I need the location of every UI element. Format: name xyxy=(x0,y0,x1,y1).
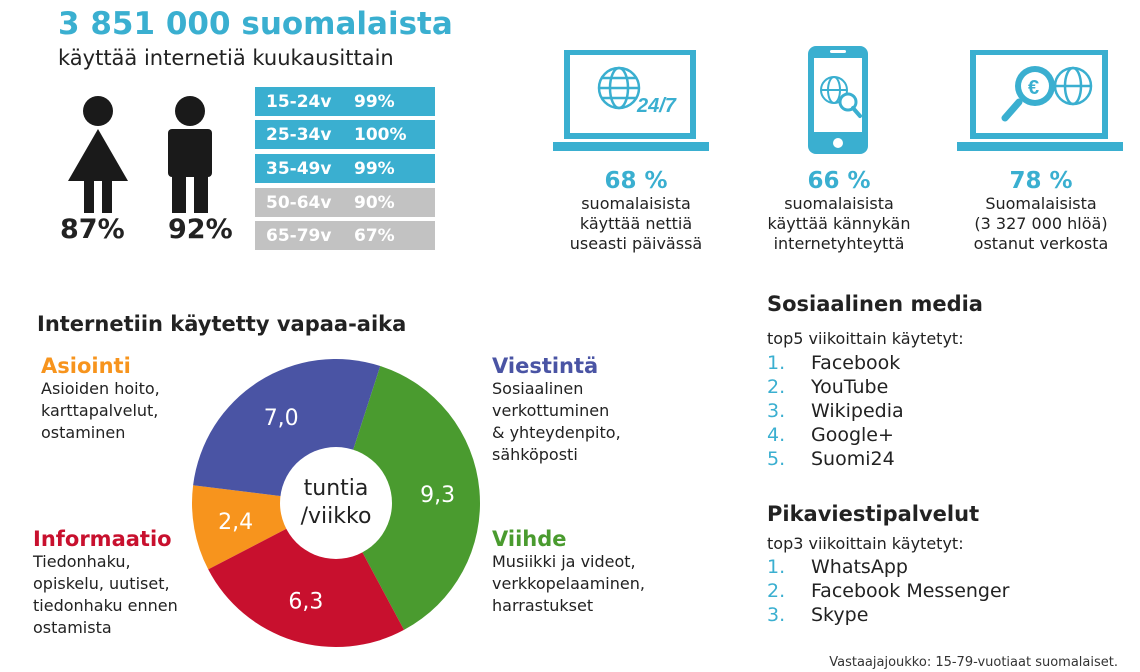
stat-block: 66 % suomalaisista käyttää kännykän interne… xyxy=(739,168,939,254)
social-list: 1. Facebook 2. YouTube 3. Wikipedia 4. Google+ 5… xyxy=(767,351,904,471)
donut-hole xyxy=(280,447,392,559)
list-name: Google+ xyxy=(811,424,894,446)
age-label: 65-79v xyxy=(266,225,332,246)
messaging-list: 1. WhatsApp 2. Facebook Messenger 3. Skype xyxy=(767,555,1010,627)
social-subtitle: top5 viikoittain käytetyt: xyxy=(767,329,964,348)
age-row: 65-79v 67% xyxy=(255,221,435,250)
list-name: Suomi24 xyxy=(811,448,895,470)
stat-text-line: ostanut verkosta xyxy=(973,234,1109,253)
stat-text-line: suomalaisista xyxy=(581,194,691,213)
list-number: 2. xyxy=(767,580,786,602)
list-item: 1. Facebook xyxy=(767,351,904,375)
age-value: 99% xyxy=(354,158,395,179)
female-figure-icon xyxy=(68,96,128,213)
list-number: 3. xyxy=(767,604,786,626)
age-label: 15-24v xyxy=(266,91,332,112)
list-name: Wikipedia xyxy=(811,400,904,422)
category-desc: Musiikki ja videot, verkkopelaaminen, ha… xyxy=(492,552,645,615)
stat-text-line: internetyhteyttä xyxy=(773,234,905,253)
messaging-subtitle: top3 viikoittain käytetyt: xyxy=(767,534,964,553)
leisure-title: Internetiin käytetty vapaa-aika xyxy=(37,312,407,336)
list-name: Facebook Messenger xyxy=(811,580,1010,602)
category-desc: Asioiden hoito, karttapalvelut, ostamine… xyxy=(41,379,160,442)
donut-slice-viihde xyxy=(336,365,480,630)
category-asiointi: Asiointi Asioiden hoito, karttapalvelut,… xyxy=(41,354,160,444)
age-row: 15-24v 99% xyxy=(255,87,435,116)
list-number: 3. xyxy=(767,400,786,422)
category-informaatio: Informaatio Tiedonhaku, opiskelu, uutise… xyxy=(33,527,178,639)
donut-value-label: 7,0 xyxy=(264,406,299,431)
headline: 3 851 000 suomalaista xyxy=(58,6,453,42)
category-desc: Tiedonhaku, opiskelu, uutiset, tiedonhak… xyxy=(33,552,178,637)
list-number: 1. xyxy=(767,556,786,578)
donut-center-line1: tuntia xyxy=(304,476,369,501)
donut-value-label: 6,3 xyxy=(288,589,323,614)
list-item: 1. WhatsApp xyxy=(767,555,1010,579)
social-title: Sosiaalinen media xyxy=(767,292,983,316)
list-name: Facebook xyxy=(811,352,901,374)
icon-text-24-7: 24/7 xyxy=(636,95,677,117)
stat-text-line: käyttää nettiä xyxy=(579,214,693,233)
stat-text-line: useasti päivässä xyxy=(569,234,703,253)
age-label: 35-49v xyxy=(266,158,332,179)
list-number: 4. xyxy=(767,424,786,446)
list-number: 2. xyxy=(767,376,786,398)
age-label: 50-64v xyxy=(266,192,332,213)
list-item: 3. Wikipedia xyxy=(767,399,904,423)
category-title: Informaatio xyxy=(33,527,172,551)
category-title: Asiointi xyxy=(41,354,131,378)
category-viestinta: Viestintä Sosiaalinen verkottuminen & yh… xyxy=(492,354,621,466)
list-name: Skype xyxy=(811,604,869,626)
age-value: 67% xyxy=(354,225,395,246)
stat-text-line: (3 327 000 hlöä) xyxy=(974,214,1108,233)
stat-text-line: suomalaisista xyxy=(784,194,894,213)
donut-value-label: 2,4 xyxy=(218,510,253,535)
category-viihde: Viihde Musiikki ja videot, verkkopelaami… xyxy=(492,527,645,617)
age-value: 100% xyxy=(354,124,407,145)
list-number: 5. xyxy=(767,448,786,470)
stat-block: 68 % suomalaisista käyttää nettiä useasti p… xyxy=(536,168,736,254)
female-pct: 87% xyxy=(60,214,125,245)
age-row: 35-49v 99% xyxy=(255,154,435,183)
list-number: 1. xyxy=(767,352,786,374)
stat-pct: 68 % xyxy=(604,168,668,194)
age-row: 50-64v 90% xyxy=(255,188,435,217)
list-name: YouTube xyxy=(811,376,889,398)
svg-text:€: € xyxy=(1028,77,1039,99)
category-title: Viestintä xyxy=(492,354,599,378)
male-figure-icon xyxy=(168,96,212,213)
male-pct: 92% xyxy=(168,214,233,245)
donut-value-label: 9,3 xyxy=(420,483,455,508)
stat-text-line: Suomalaisista xyxy=(985,194,1097,213)
donut-center-line2: /viikko xyxy=(301,504,372,529)
age-label: 25-34v xyxy=(266,124,332,145)
age-value: 99% xyxy=(354,91,395,112)
list-item: 2. YouTube xyxy=(767,375,904,399)
stat-block: 78 % Suomalaisista (3 327 000 hlöä) ostanut… xyxy=(941,168,1140,254)
list-item: 4. Google+ xyxy=(767,423,904,447)
stat-text-line: käyttää kännykän xyxy=(767,214,911,233)
laptop-globe-24-7-icon: 24/7 xyxy=(553,50,709,151)
leisure-donut-chart: tuntia /viikko 2,4 7,0 9,3 6,3 xyxy=(192,359,480,647)
phone-globe-search-icon xyxy=(808,46,868,154)
laptop-euro-search-icon: € xyxy=(957,50,1123,151)
list-item: 5. Suomi24 xyxy=(767,447,904,471)
list-item: 2. Facebook Messenger xyxy=(767,579,1010,603)
list-item: 3. Skype xyxy=(767,603,1010,627)
age-row: 25-34v 100% xyxy=(255,120,435,149)
stat-pct: 78 % xyxy=(1009,168,1073,194)
messaging-title: Pikaviestipalvelut xyxy=(767,502,980,526)
footnote: Vastaajajoukko: 15-79-vuotiaat suomalais… xyxy=(829,655,1118,670)
category-title: Viihde xyxy=(492,527,567,551)
stat-pct: 66 % xyxy=(807,168,871,194)
list-name: WhatsApp xyxy=(811,556,908,578)
age-value: 90% xyxy=(354,192,395,213)
category-desc: Sosiaalinen verkottuminen & yhteydenpito… xyxy=(492,379,621,464)
subline: käyttää internetiä kuukausittain xyxy=(58,46,394,70)
